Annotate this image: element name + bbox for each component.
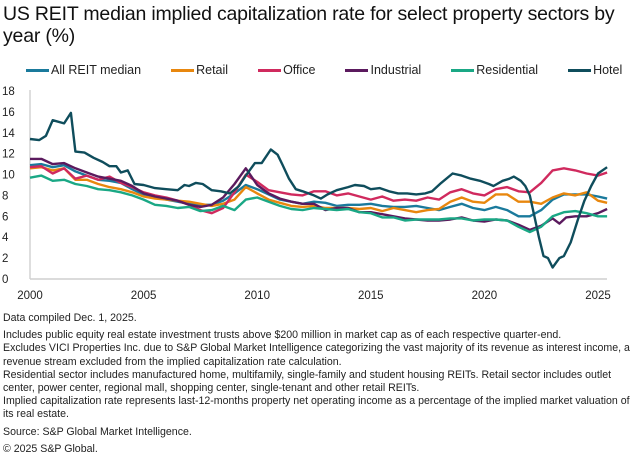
legend-item-all-reit-median: All REIT median [26,63,141,77]
series-line-industrial [30,157,608,232]
legend-item-industrial: Industrial [345,63,421,77]
chart-footer: Data compiled Dec. 1, 2025. Includes pub… [3,312,639,456]
legend-swatch [258,68,282,72]
x-tick-label: 2015 [358,290,384,302]
y-tick-label: 6 [2,211,8,223]
line-chart: 0 2 4 6 8 10 12 14 16 18 2000 2005 2010 2015 2020 2025 [2,86,611,302]
footnote-1: Includes public equity real estate inves… [3,329,562,342]
y-tick-label: 2 [2,253,8,265]
legend-swatch [26,68,49,72]
y-tick-label: 0 [2,274,8,286]
legend-item-hotel: Hotel [568,63,622,77]
y-tick-label: 10 [2,170,15,182]
x-tick-label: 2010 [244,290,270,302]
legend-swatch [451,68,475,72]
footnote-4: Implied capitalization rate represents l… [3,395,630,421]
legend-label: Residential [476,63,539,77]
legend-item-retail: Retail [171,63,228,77]
legend-item-office: Office [258,63,315,77]
y-tick-label: 14 [2,128,15,140]
x-tick-label: 2020 [472,290,498,302]
legend-label: Hotel [593,63,623,77]
legend-label: Office [283,63,316,77]
y-tick-label: 16 [2,107,15,119]
x-tick-label: 2000 [17,290,43,302]
y-tick-label: 8 [2,190,8,202]
data-compiled-note: Data compiled Dec. 1, 2025. [3,312,137,324]
source-note: Source: S&P Global Market Intelligence. [3,425,192,438]
x-tick-label: 2005 [131,290,157,302]
series-line-hotel [29,111,608,269]
legend-label: All REIT median [51,63,142,77]
y-axis-ticks: 0 2 4 6 8 10 12 14 16 18 [2,86,15,286]
legend-swatch [345,68,369,72]
series-line-office [29,164,608,215]
footnote-2: Excludes VICI Properties Inc. due to S&P… [3,342,630,368]
series-lines [29,111,608,269]
x-tick-label: 2025 [585,290,611,302]
x-axis-ticks: 2000 2005 2010 2015 2020 2025 [17,290,611,302]
legend-item-residential: Residential [451,63,538,77]
chart-title: US REIT median implied capitalization ra… [3,3,615,47]
y-tick-label: 12 [2,149,15,161]
y-tick-label: 18 [2,86,15,98]
legend-label: Retail [196,63,229,77]
copyright-note: © 2025 S&P Global. [3,442,98,455]
chart-legend: All REIT median Retail Office Industrial Res… [26,62,622,78]
y-tick-label: 4 [2,232,9,244]
footnote-3: Residential sector includes manufactured… [3,368,612,395]
series-line-residential [29,174,608,234]
legend-label: Industrial [370,63,422,77]
legend-swatch [568,68,592,72]
legend-swatch [171,68,195,72]
